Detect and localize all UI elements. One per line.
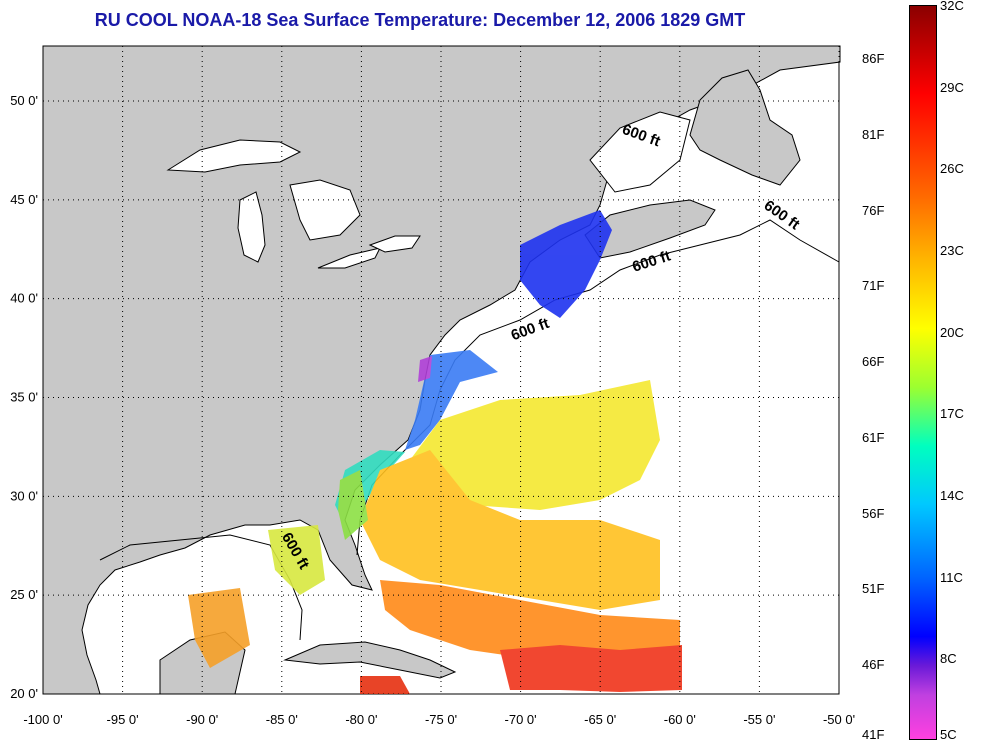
nova-scotia-landmass [584,199,716,259]
lake-michigan [237,191,266,263]
sst-gulf-of-maine [520,210,612,318]
lake-ontario [368,235,421,253]
colorbar-fahrenheit-label: 46F [862,657,885,673]
lat-tick-label: 25 0' [10,587,38,602]
lon-tick-label: -85 0' [266,712,298,727]
colorbar-fahrenheit-label: 81F [862,126,885,142]
lat-tick-label: 20 0' [10,686,38,701]
sst-cuba-north-red [360,676,410,694]
lon-tick-label: -70 0' [505,712,537,727]
lake-superior [166,139,302,173]
lon-tick-label: -55 0' [743,712,775,727]
colorbar-fahrenheit-label: 71F [862,278,885,294]
sst-gulf-mexico-orange [188,588,250,668]
lon-tick-label: -65 0' [584,712,616,727]
colorbar-fahrenheit-label: 51F [862,581,885,597]
lake-erie [317,247,381,269]
lake-huron [289,179,361,241]
sst-gulf-shelf [268,525,325,595]
sst-sargasso-orange [380,580,680,660]
lon-tick-label: -75 0' [425,712,457,727]
colorbar-celsius-label: 11C [940,569,963,585]
lat-tick-label: 35 0' [10,390,38,405]
colorbar-fahrenheit-label: 41F [862,727,885,742]
isobath-600ft-gulf [99,534,303,641]
colorbar-celsius-label: 32C [940,0,964,13]
lat-tick-label: 45 0' [10,192,38,207]
lon-tick-label: -60 0' [664,712,696,727]
lon-tick-label: -90 0' [186,712,218,727]
lon-tick-label: -95 0' [107,712,139,727]
colorbar-fahrenheit-label: 61F [862,429,885,445]
colorbar-celsius-label: 5C [940,727,957,742]
lon-tick-label: -80 0' [345,712,377,727]
cuba-landmass [283,641,457,679]
colorbar-fahrenheit-label: 76F [862,202,885,218]
graticule-grid [42,46,840,695]
colorbar [909,5,937,740]
colorbar-celsius-label: 14C [940,488,964,503]
colorbar-celsius-label: 26C [940,161,964,177]
sst-data-layer [188,210,682,694]
sst-coastal-green [338,470,368,540]
colorbar-celsius-label: 17C [940,406,964,422]
sst-slope-yellow [410,380,660,510]
lat-tick-label: 40 0' [10,291,38,306]
gulf-of-st-lawrence [589,111,691,193]
tick-labels: -100 0' -95 0' -90 0' -85 0' -80 0' -75 0' -70… [10,93,855,727]
colorbar-fahrenheit-label: 66F [862,354,885,370]
colorbar-celsius-label: 20C [940,324,964,340]
sst-chesapeake-purple [418,356,432,382]
colorbar-celsius-label: 29C [940,79,964,95]
newfoundland-landmass [689,69,801,186]
sst-caribbean-red [500,645,682,692]
lon-tick-label: -100 0' [23,712,62,727]
colorbar-celsius-label: 8C [940,651,957,667]
colorbar-fahrenheit-label: 86F [862,51,885,66]
lon-tick-label: -50 0' [823,712,855,727]
lat-tick-label: 50 0' [10,93,38,108]
colorbar-fahrenheit-label: 56F [862,505,885,521]
colorbar-celsius-label: 23C [940,243,964,258]
lat-tick-label: 30 0' [10,488,38,503]
map-title: RU COOL NOAA-18 Sea Surface Temperature:… [94,10,746,30]
sst-gulf-stream [360,450,660,610]
